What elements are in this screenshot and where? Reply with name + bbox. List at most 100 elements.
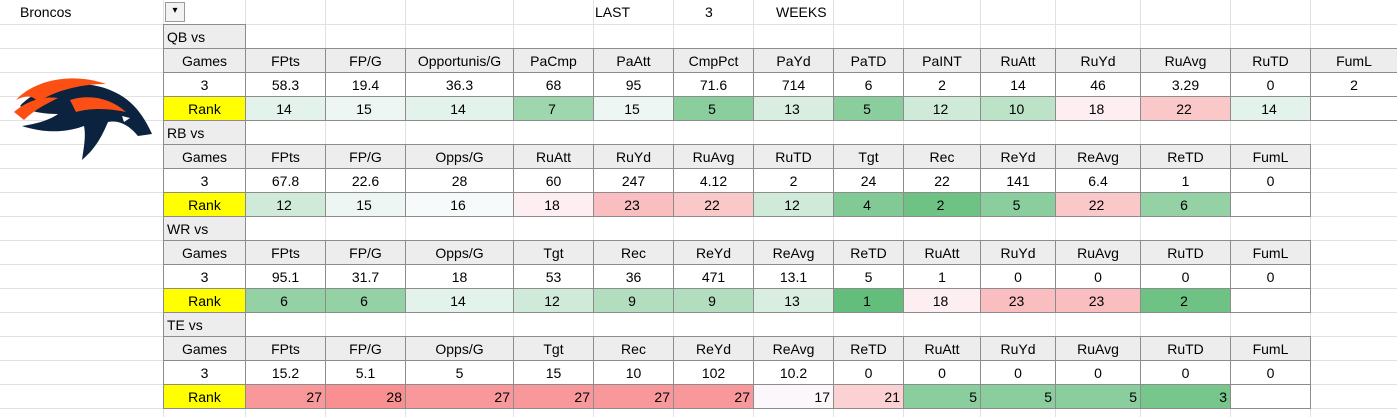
column-header: RuYd <box>980 336 1056 361</box>
empty-cell <box>1230 288 1311 313</box>
rank-value: 14 <box>1230 96 1311 121</box>
section-title: TE vs <box>163 312 246 337</box>
column-header: Games <box>163 240 246 265</box>
stat-value: 2 <box>753 168 834 193</box>
stat-value: 5 <box>833 264 904 289</box>
stat-value: 102 <box>673 360 754 385</box>
stat-value: 22.6 <box>325 168 406 193</box>
stat-value: 2 <box>903 72 981 97</box>
column-header: RuYd <box>593 144 674 169</box>
stat-value: 67.8 <box>245 168 326 193</box>
dropdown-button[interactable]: ▾ <box>165 2 185 22</box>
stat-value: 6 <box>833 72 904 97</box>
stat-value: 141 <box>980 168 1056 193</box>
stat-value: 46 <box>1055 72 1141 97</box>
rank-value: 27 <box>405 384 514 409</box>
rank-value: 6 <box>325 288 406 313</box>
column-header: ReTD <box>1140 144 1231 169</box>
stat-value: 0 <box>1055 264 1141 289</box>
rank-value: 17 <box>753 384 834 409</box>
rank-value: 13 <box>753 288 834 313</box>
column-header: RuAvg <box>673 144 754 169</box>
rank-value: 5 <box>980 192 1056 217</box>
column-header: FP/G <box>325 336 406 361</box>
stat-value: 0 <box>980 264 1056 289</box>
stat-value: 5.1 <box>325 360 406 385</box>
column-header: FP/G <box>325 48 406 73</box>
rank-value: 5 <box>673 96 754 121</box>
rank-label: Rank <box>163 384 246 409</box>
column-header: RuAvg <box>1055 336 1141 361</box>
stat-value: 18 <box>405 264 514 289</box>
column-header: RuAtt <box>980 48 1056 73</box>
rank-value: 27 <box>513 384 594 409</box>
stat-value: 0 <box>1140 264 1231 289</box>
stat-value: 0 <box>1230 360 1311 385</box>
stat-value: 3 <box>163 168 246 193</box>
column-header: RuTD <box>753 144 834 169</box>
column-header: FPts <box>245 144 326 169</box>
column-header: FPts <box>245 48 326 73</box>
column-header: Games <box>163 336 246 361</box>
column-header: FumL <box>1230 336 1311 361</box>
rank-value: 5 <box>833 96 904 121</box>
stat-value: 0 <box>1230 72 1311 97</box>
stat-value: 10.2 <box>753 360 834 385</box>
rank-label: Rank <box>163 96 246 121</box>
rank-value: 7 <box>513 96 594 121</box>
rank-value: 14 <box>405 96 514 121</box>
empty-cell <box>1310 96 1397 121</box>
column-header: FPts <box>245 240 326 265</box>
stat-value: 15 <box>513 360 594 385</box>
rank-value: 14 <box>405 288 514 313</box>
rank-value: 2 <box>903 192 981 217</box>
stat-value: 13.1 <box>753 264 834 289</box>
stat-value: 36.3 <box>405 72 514 97</box>
stat-value: 28 <box>405 168 514 193</box>
column-header: PaINT <box>903 48 981 73</box>
rank-value: 5 <box>903 384 981 409</box>
rank-value: 27 <box>593 384 674 409</box>
stat-value: 0 <box>1140 360 1231 385</box>
column-header: FumL <box>1230 144 1311 169</box>
rank-value: 15 <box>593 96 674 121</box>
stat-value: 0 <box>980 360 1056 385</box>
section-title: QB vs <box>163 24 246 49</box>
stat-value: 2 <box>1310 72 1397 97</box>
cell: LAST <box>595 4 631 20</box>
rank-value: 12 <box>513 288 594 313</box>
stat-value: 3 <box>163 360 246 385</box>
column-header: RuAvg <box>1055 240 1141 265</box>
rank-value: 6 <box>1140 192 1231 217</box>
column-header: ReAvg <box>753 240 834 265</box>
stat-value: 3 <box>163 264 246 289</box>
section-title: WR vs <box>163 216 246 241</box>
stat-value: 1 <box>1140 168 1231 193</box>
rank-label: Rank <box>163 192 246 217</box>
column-header: Games <box>163 48 246 73</box>
column-header: RuTD <box>1140 336 1231 361</box>
stat-value: 19.4 <box>325 72 406 97</box>
stat-value: 24 <box>833 168 904 193</box>
column-header: ReYd <box>673 336 754 361</box>
rank-value: 27 <box>245 384 326 409</box>
column-header: Opps/G <box>405 144 514 169</box>
column-header: FP/G <box>325 144 406 169</box>
column-header: Tgt <box>513 336 594 361</box>
empty-cell <box>1230 192 1311 217</box>
stat-value: 58.3 <box>245 72 326 97</box>
rank-value: 18 <box>1055 96 1141 121</box>
column-header: FPts <box>245 336 326 361</box>
cell: Broncos <box>20 4 72 20</box>
column-header: CmpPct <box>673 48 754 73</box>
gridline <box>0 24 1397 25</box>
rank-value: 12 <box>245 192 326 217</box>
rank-value: 5 <box>980 384 1056 409</box>
column-header: Rec <box>903 144 981 169</box>
broncos-logo <box>14 78 152 160</box>
column-header: RuYd <box>1055 48 1141 73</box>
rank-value: 22 <box>1140 96 1231 121</box>
stat-value: 31.7 <box>325 264 406 289</box>
stat-value: 22 <box>903 168 981 193</box>
